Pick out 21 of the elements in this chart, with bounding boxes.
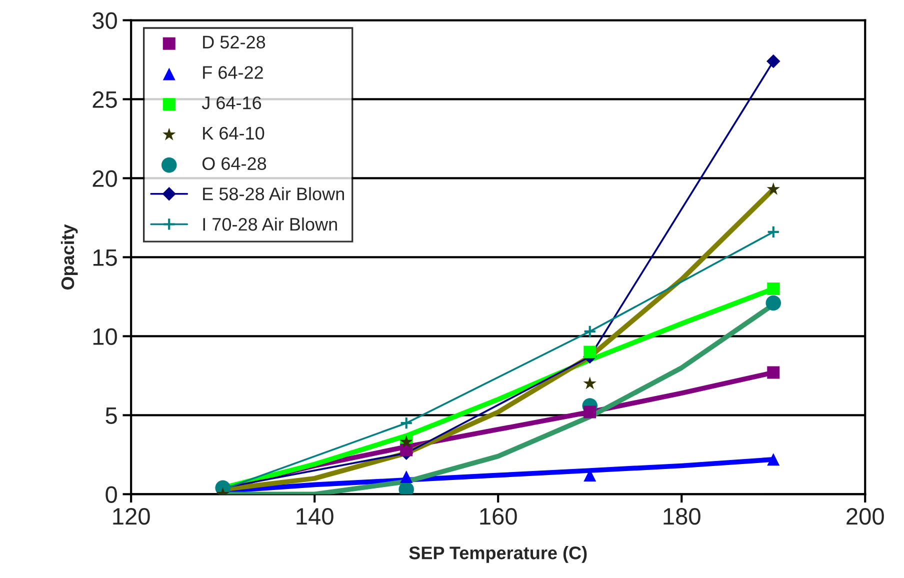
x-tick-label: 160 xyxy=(480,508,517,525)
legend-label: K 64-10 xyxy=(203,126,264,140)
x-tick-label: 180 xyxy=(664,508,700,525)
legend-label: O 64-28 xyxy=(202,157,266,170)
y-tick-label: 10 xyxy=(93,328,117,345)
legend-label: D 52-28 xyxy=(203,36,266,48)
legend-label: E 58-28 Air Blown xyxy=(203,187,344,200)
y-tick-label: 0 xyxy=(106,486,117,503)
x-tick-label: 200 xyxy=(846,508,884,525)
x-axis-title: SEP Temperature (C) xyxy=(409,546,587,563)
y-tick-label: 20 xyxy=(92,170,117,188)
y-tick-label: 15 xyxy=(93,250,117,266)
y-tick-label: 5 xyxy=(106,408,117,424)
x-tick-label: 140 xyxy=(296,508,334,525)
legend-label: I 70-28 Air Blown xyxy=(203,217,337,231)
y-tick-label: 25 xyxy=(92,91,117,108)
legend-label: F 64-22 xyxy=(203,66,263,79)
legend-label: J 64-16 xyxy=(202,96,262,110)
x-tick-label: 120 xyxy=(113,508,150,525)
y-tick-label: 30 xyxy=(92,12,117,30)
y-axis-title: Opacity xyxy=(60,224,78,290)
